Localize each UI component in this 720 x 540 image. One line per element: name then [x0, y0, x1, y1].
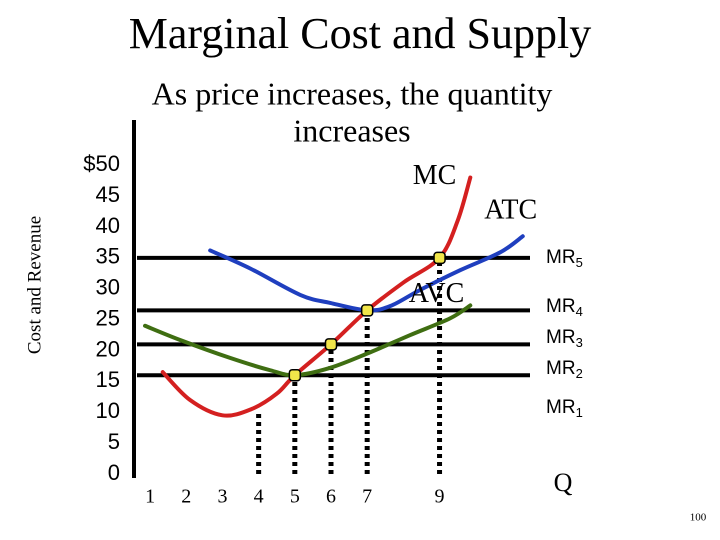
x-tick-label: 4	[254, 486, 264, 508]
y-tick-label: 35	[96, 244, 120, 269]
x-tick-label: 9	[435, 486, 445, 508]
slide-number: 100	[690, 512, 707, 524]
supply-point	[324, 338, 338, 351]
mr-name: MR	[546, 296, 576, 317]
mr-label: MR1	[546, 397, 583, 420]
mr-name: MR	[546, 327, 576, 348]
supply-point	[288, 368, 302, 382]
supply-point	[433, 251, 446, 265]
curve	[143, 303, 473, 378]
mr-subscript: 1	[576, 405, 583, 420]
curve-label: ATC	[484, 195, 537, 226]
mr-label: MR4	[546, 296, 583, 319]
x-tick-label: 3	[217, 486, 227, 508]
x-tick-label: 7	[362, 486, 372, 508]
subtitle: As price increases, the quantity	[152, 75, 553, 111]
x-tick-label: 1	[145, 486, 155, 508]
x-tick-label: 6	[326, 486, 336, 508]
curve-label: MC	[413, 160, 457, 191]
subtitle: increases	[293, 112, 410, 148]
chart-title: Marginal Cost and Supply	[129, 9, 591, 58]
y-tick-label: 30	[96, 275, 120, 300]
y-tick-label: 40	[96, 213, 120, 238]
mr-label: MR3	[546, 327, 583, 350]
y-tick-label: 0	[108, 460, 120, 485]
curve-label: AVC	[409, 278, 465, 309]
y-tick-label: 20	[96, 336, 120, 361]
y-tick-label: 25	[96, 305, 120, 330]
mr-name: MR	[546, 397, 576, 418]
mr-subscript: 2	[576, 366, 583, 381]
y-tick-label: 45	[96, 182, 120, 207]
mr-subscript: 3	[576, 335, 583, 350]
mr-name: MR	[546, 358, 576, 379]
y-tick-label: 5	[108, 429, 120, 454]
x-axis-label: Q	[554, 468, 573, 497]
mr-label: MR2	[546, 358, 583, 381]
mr-label: MR5	[546, 247, 583, 270]
y-tick-label: $50	[83, 151, 120, 176]
y-axis-label: Cost and Revenue	[24, 216, 45, 354]
supply-point	[360, 304, 374, 317]
mr-subscript: 5	[576, 255, 583, 270]
mr-subscript: 4	[576, 304, 583, 319]
mr-name: MR	[546, 247, 576, 268]
curve	[208, 234, 525, 313]
x-tick-label: 2	[181, 486, 191, 508]
x-tick-label: 5	[290, 486, 300, 508]
y-tick-label: 10	[96, 398, 120, 423]
y-tick-label: 15	[96, 367, 120, 392]
